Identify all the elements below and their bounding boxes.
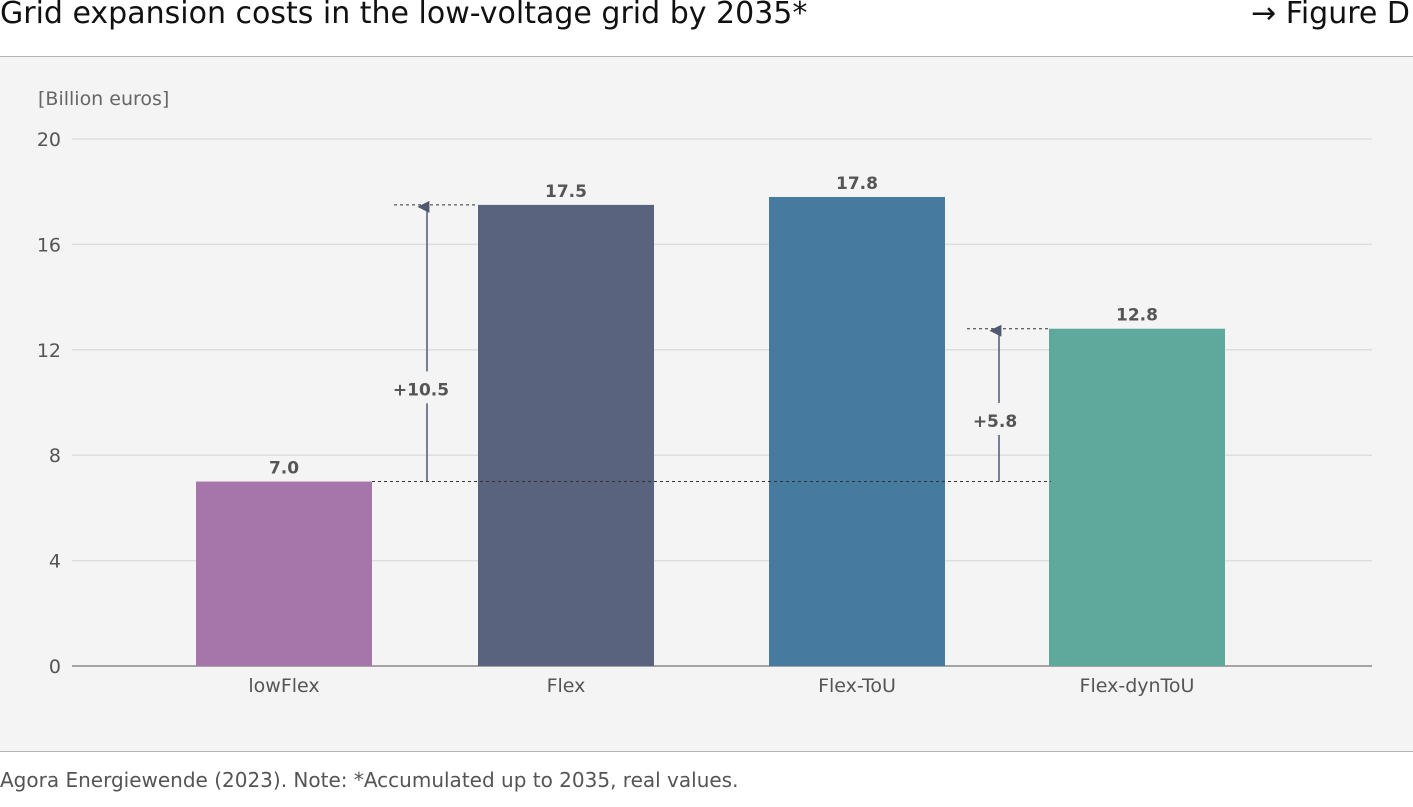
source-note: Agora Energiewende (2023). Note: *Accumu… xyxy=(0,768,739,792)
y-tick-label: 4 xyxy=(49,551,61,573)
bar-chart: [Billion euros] 0 4 8 12 16 20 7.0 lowFlex 17.5 F… xyxy=(37,88,1372,697)
annotations xyxy=(372,200,1051,483)
data-label: 17.5 xyxy=(545,182,587,202)
delta-label: +10.5 xyxy=(393,380,449,400)
delta-label: +5.8 xyxy=(973,412,1017,432)
chart-panel: [Billion euros] 0 4 8 12 16 20 7.0 lowFlex 17.5 F… xyxy=(0,57,1413,751)
figure-reference: → Figure D xyxy=(1251,0,1410,31)
data-label: 12.8 xyxy=(1116,306,1158,326)
bar-lowflex xyxy=(196,481,372,666)
header: Grid expansion costs in the low-voltage … xyxy=(0,0,1413,57)
bar-flex-tou xyxy=(769,196,945,666)
bar-flex xyxy=(478,204,654,666)
bar-flex-dyntou xyxy=(1049,328,1225,666)
bars xyxy=(196,196,1225,666)
x-tick-label: Flex-dynToU xyxy=(1080,675,1195,697)
y-tick-label: 8 xyxy=(49,445,61,467)
x-tick-label: lowFlex xyxy=(248,675,319,697)
y-axis-unit-label: [Billion euros] xyxy=(38,88,169,110)
page-title: Grid expansion costs in the low-voltage … xyxy=(0,0,808,31)
y-tick-label: 12 xyxy=(37,340,61,362)
data-label: 7.0 xyxy=(269,459,299,479)
footer-divider xyxy=(0,751,1413,752)
y-tick-label: 20 xyxy=(37,129,61,151)
labels: 0 4 8 12 16 20 7.0 lowFlex 17.5 Flex 17.8 Flex-ToU 1… xyxy=(37,129,1195,697)
x-tick-label: Flex xyxy=(547,675,586,697)
data-label: 17.8 xyxy=(836,174,878,194)
y-tick-label: 16 xyxy=(37,234,61,256)
x-tick-label: Flex-ToU xyxy=(818,675,896,697)
y-tick-label: 0 xyxy=(49,656,61,678)
